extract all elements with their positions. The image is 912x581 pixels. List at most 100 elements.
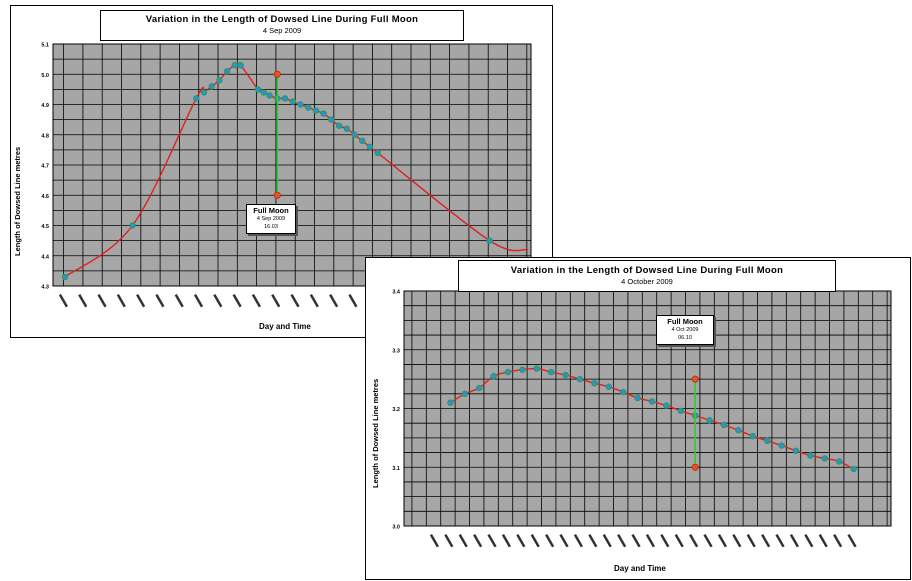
data-point: [720, 421, 728, 429]
data-point: [374, 149, 381, 157]
data-point: [749, 432, 756, 440]
full-moon-marker-dot: [273, 191, 281, 199]
y-tick-label: 4.8: [41, 133, 49, 139]
x-tick-label: [746, 534, 756, 548]
chart-sep-svg: 4.3 4.4 4.5 4.6 4.7 4.8 4.9 5.0 5.1: [41, 43, 532, 308]
data-point: [778, 442, 785, 449]
x-tick-label: [444, 534, 454, 548]
data-point: [764, 437, 771, 445]
chart-panel-sep: 4.3 4.4 4.5 4.6 4.7 4.8 4.9 5.0 5.1 Variation in…: [10, 5, 553, 338]
x-tick-label: [818, 534, 828, 548]
x-tick-label: [847, 534, 857, 548]
callout-oct-label: Full Moon: [667, 317, 703, 326]
data-point: [366, 143, 374, 151]
x-tick-label: [309, 294, 319, 308]
data-point: [807, 452, 814, 459]
chart-oct-ylabel: Length of Dowsed Line metres: [371, 378, 380, 488]
full-moon-marker-dot: [273, 70, 281, 78]
data-point: [591, 380, 598, 387]
x-tick-label: [732, 534, 742, 548]
y-tick-label: 4.4: [41, 254, 50, 260]
x-tick-label: [703, 534, 713, 548]
x-tick-label: [761, 534, 771, 548]
x-tick-label: [232, 294, 242, 308]
data-point: [351, 131, 358, 138]
y-tick-label: 3.0: [392, 525, 400, 531]
x-tick-label: [545, 534, 555, 548]
x-tick-label: [329, 294, 339, 308]
x-tick-label: [174, 294, 184, 308]
data-point: [677, 407, 684, 415]
data-point: [475, 384, 483, 392]
data-point: [312, 107, 320, 114]
y-tick-label: 4.3: [41, 285, 49, 291]
data-point: [231, 61, 239, 69]
y-tick-label: 4.6: [41, 194, 49, 200]
x-tick-label: [348, 294, 358, 308]
x-tick-label: [290, 294, 300, 308]
x-tick-label: [833, 534, 843, 548]
data-point: [320, 110, 327, 117]
chart-sep-ylabel: Length of Dowsed Line metres: [13, 146, 22, 256]
data-point: [297, 101, 304, 108]
chart-oct-subtitle: 4 October 2009: [621, 277, 673, 286]
y-tick-label: 4.9: [41, 103, 49, 109]
data-point: [254, 86, 262, 93]
callout-sep-date: 4 Sep 2009: [256, 216, 286, 222]
x-tick-label: [487, 534, 497, 548]
x-tick-label: [271, 294, 281, 308]
x-tick-label: [631, 534, 641, 548]
chart-oct-title: Variation in the Length of Dowsed Line D…: [510, 265, 784, 276]
chart-sep-xlabel: Day and Time: [259, 322, 311, 331]
full-moon-marker-dot: [691, 463, 699, 471]
data-point: [490, 372, 497, 380]
callout-oct-value: 06.10: [678, 335, 692, 341]
data-point: [735, 427, 742, 434]
data-point: [461, 390, 468, 398]
data-point: [576, 375, 584, 383]
data-point: [216, 77, 223, 84]
data-point: [304, 104, 312, 111]
data-point: [61, 273, 69, 281]
data-point: [648, 398, 656, 405]
x-tick-label: [588, 534, 598, 548]
data-point: [519, 366, 526, 373]
data-point: [504, 368, 512, 376]
data-point: [266, 92, 273, 99]
data-point: [836, 458, 843, 465]
x-tick-label: [213, 294, 223, 308]
data-point: [547, 368, 555, 376]
y-tick-label: 3.3: [392, 348, 400, 354]
data-point: [193, 95, 200, 102]
data-point: [706, 417, 713, 424]
y-tick-label: 3.4: [392, 290, 401, 296]
data-point: [605, 383, 612, 390]
callout-oct-date: 4 Oct 2009: [671, 327, 699, 333]
chart-sep-title: Variation in the Length of Dowsed Line D…: [145, 14, 419, 25]
data-point: [634, 394, 641, 402]
data-point: [281, 95, 289, 102]
data-point: [447, 399, 454, 406]
chart-oct-full-moon-callout: Full Moon 4 Oct 2009 06.10: [656, 315, 714, 345]
x-tick-label: [602, 534, 612, 548]
y-tick-label: 4.7: [41, 164, 49, 170]
x-tick-label: [717, 534, 727, 548]
x-tick-label: [193, 294, 204, 308]
x-tick-label: [559, 534, 569, 548]
x-tick-label: [530, 534, 540, 548]
y-tick-label: 3.2: [392, 407, 400, 413]
chart-oct-svg: 3.0 3.1 3.2 3.3 3.4: [392, 290, 892, 548]
chart-sep-subtitle: 4 Sep 2009: [262, 26, 302, 35]
chart-sep-title-box: Variation in the Length of Dowsed Line D…: [100, 10, 464, 41]
x-tick-label: [501, 534, 511, 548]
data-point: [562, 371, 569, 379]
x-tick-label: [473, 534, 483, 548]
x-tick-label: [645, 534, 655, 548]
x-tick-label: [789, 534, 799, 548]
x-tick-label: [116, 294, 126, 308]
callout-sep-label: Full Moon: [253, 206, 289, 215]
data-point: [850, 465, 857, 473]
y-tick-label: 4.5: [41, 224, 49, 230]
x-tick-label: [689, 534, 699, 548]
full-moon-marker-dot: [691, 375, 699, 383]
